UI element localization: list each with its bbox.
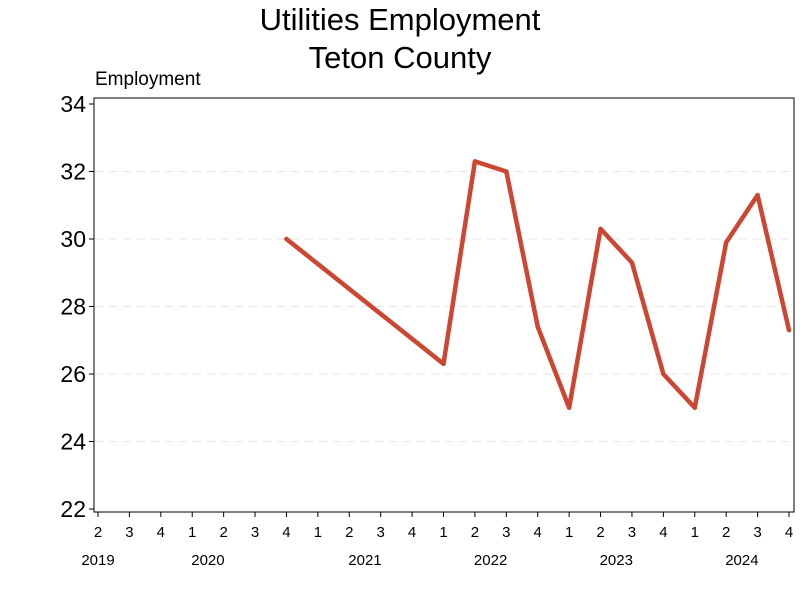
x-tick-label: 4 — [659, 524, 667, 541]
data-point — [786, 327, 792, 333]
x-tick-label: 1 — [565, 524, 573, 541]
x-year-label: 2022 — [474, 552, 507, 569]
x-tick-label: 2 — [596, 524, 604, 541]
data-point — [661, 371, 666, 377]
x-year-label: 2024 — [725, 552, 758, 569]
x-tick-label: 3 — [753, 524, 761, 541]
x-tick-label: 4 — [408, 524, 416, 541]
y-axis-label: Employment — [95, 69, 201, 90]
y-tick-label: 22 — [60, 496, 86, 522]
chart-title: Utilities Employment — [260, 2, 541, 37]
y-axis: 22 24 26 28 30 32 34 — [60, 91, 94, 522]
data-point — [598, 226, 603, 232]
y-tick-label: 30 — [60, 226, 86, 252]
x-tick-label: 1 — [314, 524, 322, 541]
x-tick-label: 1 — [188, 524, 196, 541]
x-year-label: 2021 — [348, 552, 381, 569]
x-tick-label: 4 — [785, 524, 793, 541]
data-point — [535, 324, 540, 329]
series-layer — [284, 159, 792, 410]
data-point — [284, 236, 289, 242]
x-year-label: 2019 — [81, 552, 114, 569]
x-year-label: 2023 — [600, 552, 633, 569]
y-tick-label: 26 — [60, 361, 86, 387]
x-tick-label: 4 — [157, 524, 165, 541]
x-tick-label: 1 — [439, 524, 447, 541]
x-tick-label: 2 — [219, 524, 227, 541]
data-point — [504, 169, 509, 174]
x-tick-label: 3 — [251, 524, 259, 541]
y-tick-label: 32 — [60, 159, 86, 185]
x-tick-label: 3 — [628, 524, 636, 541]
data-point — [629, 260, 635, 265]
chart-subtitle: Teton County — [309, 40, 492, 75]
x-tick-label: 4 — [282, 524, 290, 541]
data-point — [723, 240, 729, 245]
y-tick-label: 34 — [60, 91, 86, 117]
x-tick-label: 2 — [722, 524, 730, 541]
x-tick-label: 2 — [94, 524, 102, 541]
x-tick-label: 3 — [502, 524, 510, 541]
x-tick-label: 2 — [471, 524, 479, 541]
x-tick-label: 3 — [125, 524, 133, 541]
data-point — [472, 159, 478, 164]
x-axis: 2 3 4 1 2 3 4 1 2 3 4 1 2 3 4 1 2 3 4 1 2 3 4 2019 2020 2021 2022 2… — [81, 512, 793, 569]
grid-lines — [95, 171, 793, 442]
y-tick-label: 24 — [60, 429, 86, 455]
data-point — [566, 405, 572, 410]
x-tick-label: 4 — [534, 524, 542, 541]
data-point — [692, 405, 697, 410]
y-tick-label: 28 — [60, 294, 86, 320]
x-tick-label: 1 — [691, 524, 699, 541]
x-tick-label: 3 — [377, 524, 385, 541]
data-point — [441, 361, 446, 367]
x-tick-label: 2 — [345, 524, 353, 541]
data-point — [755, 192, 760, 198]
x-year-label: 2020 — [191, 552, 224, 569]
